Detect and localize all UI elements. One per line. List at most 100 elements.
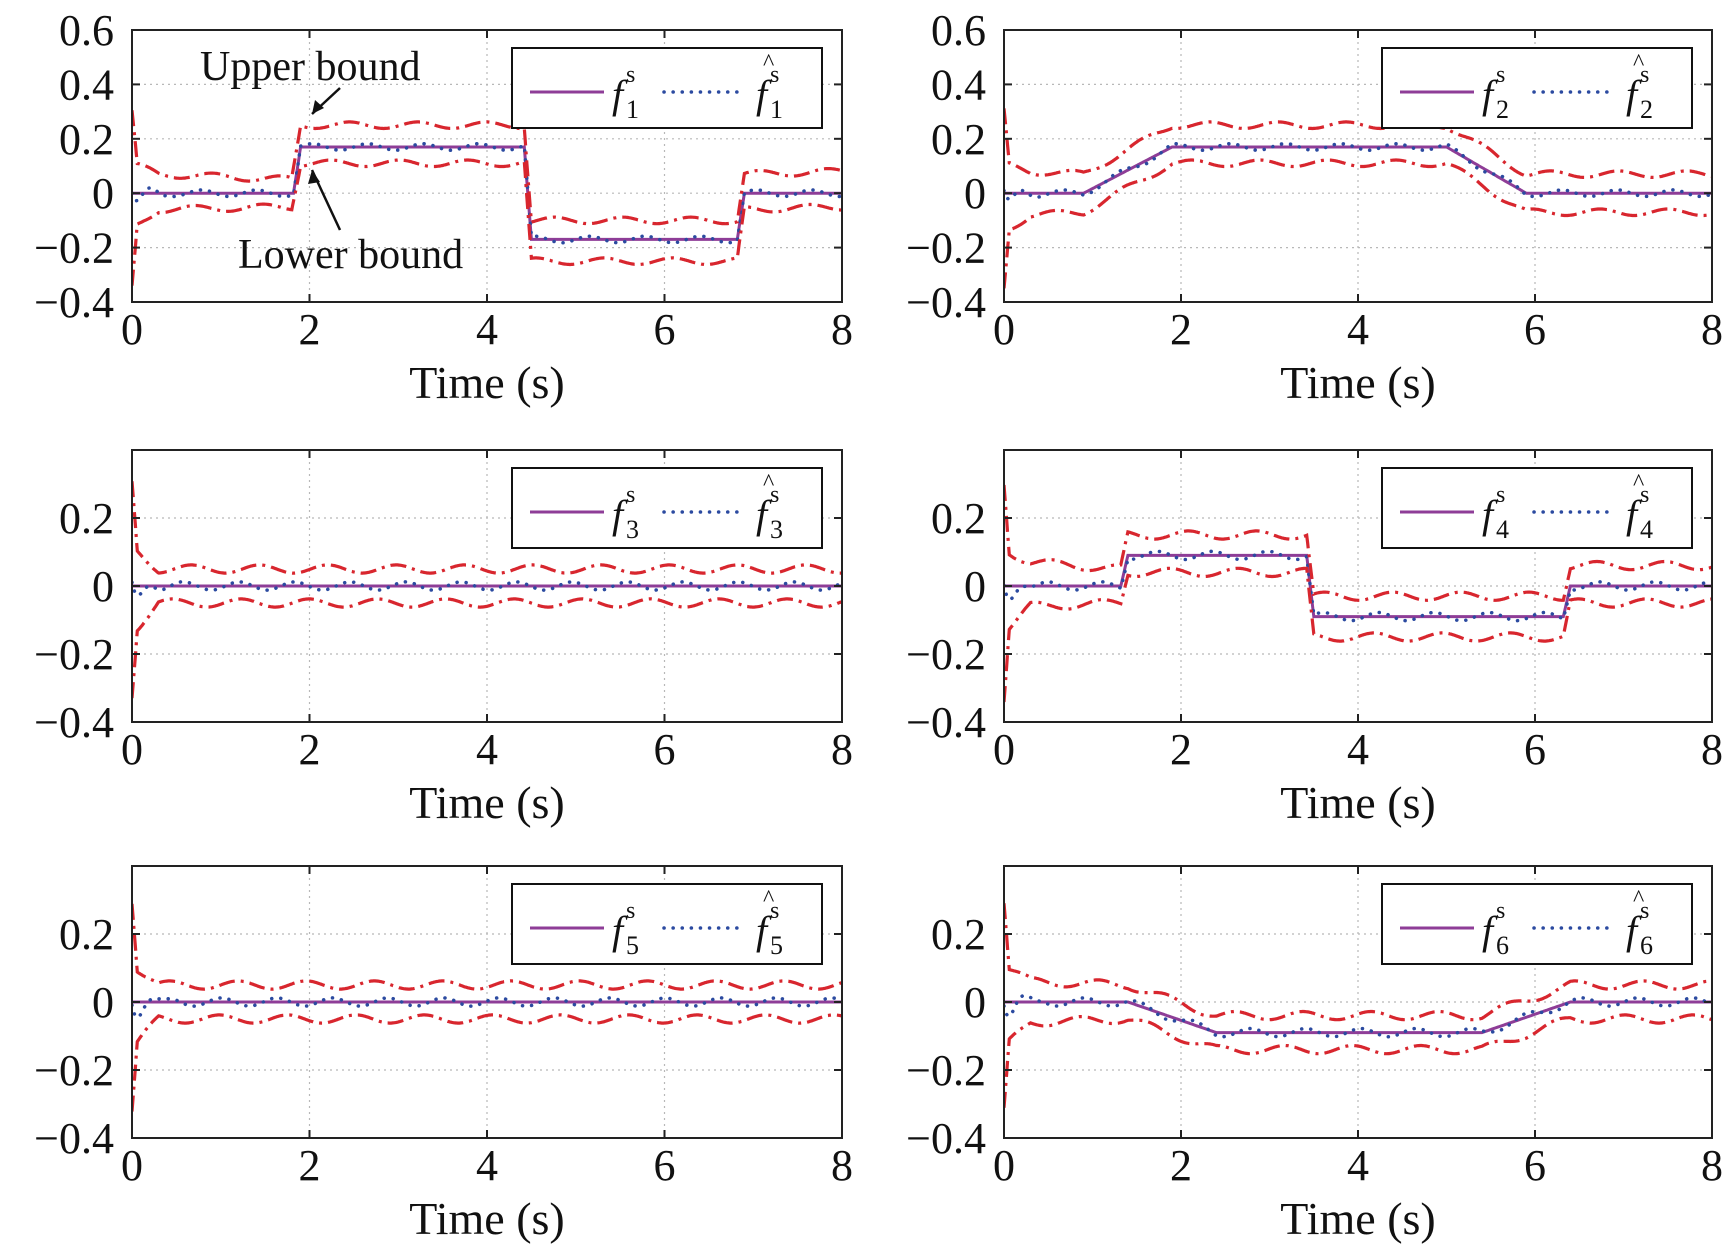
legend-box [511,467,823,549]
x-tick-label: 4 [1347,305,1369,354]
legend-estimate-sub: 2 [1640,95,1653,124]
legend-true-sup: s [1496,62,1505,88]
legend: f s1 f^s1 [511,47,823,129]
y-tick-label: 0 [92,978,114,1027]
legend: f s4 f^s4 [1381,467,1693,549]
x-tick-label: 2 [299,305,321,354]
estimate-line [1004,141,1712,202]
x-tick-label: 4 [1347,725,1369,774]
y-tick-label: −0.2 [34,224,114,273]
x-tick-label: 6 [1524,305,1546,354]
x-axis-label: Time (s) [1280,357,1436,408]
legend-true-sup: s [626,898,635,924]
y-tick-label: −0.4 [34,1114,114,1163]
y-tick-label: −0.4 [906,698,986,747]
legend-box [1381,883,1693,965]
legend-estimate-hat: ^ [763,886,774,912]
y-tick-label: 0 [964,562,986,611]
x-tick-label: 2 [1170,725,1192,774]
y-tick-label: −0.2 [34,1046,114,1095]
legend-box [1381,467,1693,549]
legend-estimate-hat: ^ [1633,886,1644,912]
y-tick-label: −0.4 [906,1114,986,1163]
x-tick-label: 6 [654,305,676,354]
estimate-line [132,141,842,245]
upper-bound-arrowhead [312,100,324,114]
upper-bound-line [132,110,842,226]
y-tick-label: 0 [964,169,986,218]
legend-box [1381,47,1693,129]
x-tick-label: 2 [1170,305,1192,354]
true-signal-line [1004,1000,1712,1035]
plot-area [1004,903,1712,1108]
x-axis-label: Time (s) [1280,777,1436,828]
legend-estimate-sup: s [770,898,779,924]
x-tick-label: 0 [121,1141,143,1190]
legend: f s5 f^s5 [511,883,823,965]
legend-estimate-sub: 6 [1640,931,1653,960]
y-tick-label: 0.2 [931,910,986,959]
y-tick-label: 0.2 [931,494,986,543]
upper-bound-line [132,481,842,575]
legend-estimate-sup: s [770,62,779,88]
legend-box [511,47,823,129]
x-tick-label: 0 [121,305,143,354]
x-tick-label: 0 [121,725,143,774]
lower-bound-annotation: Lower bound [238,232,463,278]
legend-estimate-hat: ^ [1633,50,1644,76]
annotations: Upper bound Lower bound [200,44,463,278]
legend-estimate-sup: s [1640,62,1649,88]
x-axis-label: Time (s) [409,357,565,408]
x-tick-label: 4 [476,1141,498,1190]
y-tick-label: 0 [92,562,114,611]
legend-estimate-sup: s [1640,898,1649,924]
y-tick-label: 0 [964,978,986,1027]
legend-true-sup: s [1496,482,1505,508]
true-signal-line [1004,145,1712,195]
y-tick-label: −0.2 [906,224,986,273]
legend-true-sub: 6 [1496,931,1509,960]
plot-area [1004,484,1712,703]
legend-estimate-hat: ^ [763,50,774,76]
x-tick-label: 0 [993,725,1015,774]
lower-bound-line [132,158,842,286]
true-signal-line [132,145,842,241]
x-tick-label: 4 [476,725,498,774]
x-tick-label: 8 [1701,1141,1723,1190]
x-tick-label: 2 [1170,1141,1192,1190]
y-tick-label: −0.2 [906,1046,986,1095]
estimate-line [132,580,842,598]
y-tick-label: −0.4 [906,278,986,327]
plot-area [132,110,842,286]
legend-estimate-sub: 1 [770,95,783,124]
legend-true-sup: s [626,482,635,508]
x-tick-label: 6 [1524,1141,1546,1190]
x-tick-label: 0 [993,1141,1015,1190]
legend: f s6 f^s6 [1381,883,1693,965]
legend-true-sup: s [626,62,635,88]
x-tick-label: 0 [993,305,1015,354]
y-tick-label: −0.4 [34,698,114,747]
legend-true-sub: 3 [626,515,639,544]
y-tick-label: 0.6 [931,6,986,55]
x-tick-label: 8 [831,725,853,774]
legend: f s3 f^s3 [511,467,823,549]
x-tick-label: 2 [299,1141,321,1190]
x-tick-label: 8 [1701,305,1723,354]
y-tick-label: 0.2 [59,910,114,959]
upper-bound-line [1004,484,1712,602]
legend-estimate-hat: ^ [1633,470,1644,496]
x-tick-label: 6 [1524,725,1546,774]
x-tick-label: 8 [831,305,853,354]
legend-true-sup: s [1496,898,1505,924]
plot-area [132,903,842,1112]
legend-estimate-sup: s [1640,482,1649,508]
legend-box [511,883,823,965]
x-tick-label: 8 [1701,725,1723,774]
x-tick-label: 6 [654,1141,676,1190]
x-tick-label: 6 [654,725,676,774]
